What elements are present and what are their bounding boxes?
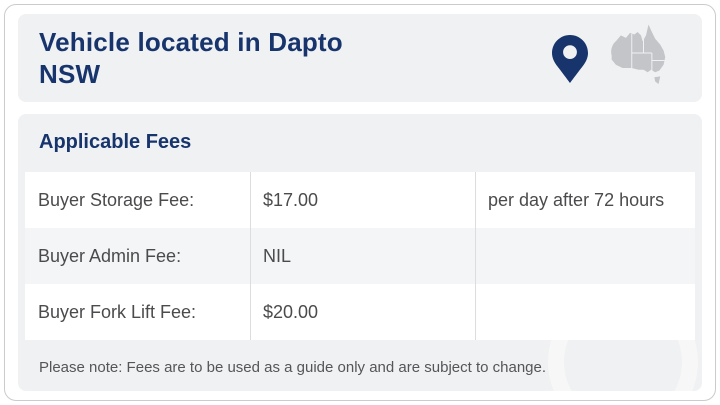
location-title: Vehicle located in Dapto NSW <box>18 26 343 90</box>
vehicle-location-card: Vehicle located in Dapto NSW <box>4 4 716 401</box>
header-icons <box>552 22 702 94</box>
fee-value-cell: NIL <box>263 245 292 266</box>
fees-note: Please note: Fees are to be used as a gu… <box>39 359 547 376</box>
fees-table: Buyer Storage Fee: $17.00 per day after … <box>25 172 695 340</box>
table-row-admin-fee: Buyer Admin Fee: NIL <box>25 228 695 284</box>
australia-map-icon <box>604 22 688 94</box>
section-title: Applicable Fees <box>39 131 192 153</box>
fee-value-cell: $20.00 <box>263 301 319 322</box>
fee-label-cell: Buyer Fork Lift Fee: <box>38 301 197 322</box>
table-row-fork-lift-fee: Buyer Fork Lift Fee: $20.00 <box>25 284 695 340</box>
column-divider <box>475 172 476 340</box>
column-divider <box>250 172 251 340</box>
location-title-line1: Vehicle located in Dapto <box>39 27 343 57</box>
fee-label-cell: Buyer Admin Fee: <box>38 245 182 266</box>
location-header: Vehicle located in Dapto NSW <box>18 14 702 102</box>
applicable-fees-section: Applicable Fees Buyer Storage Fee: $17.0… <box>18 114 702 391</box>
fee-value-cell: $17.00 <box>263 189 319 210</box>
location-title-line2: NSW <box>39 59 101 89</box>
table-row-storage-fee: Buyer Storage Fee: $17.00 per day after … <box>25 172 695 228</box>
fee-detail-cell: per day after 72 hours <box>488 189 665 210</box>
location-pin-icon <box>552 34 588 84</box>
fee-label-cell: Buyer Storage Fee: <box>38 189 195 210</box>
